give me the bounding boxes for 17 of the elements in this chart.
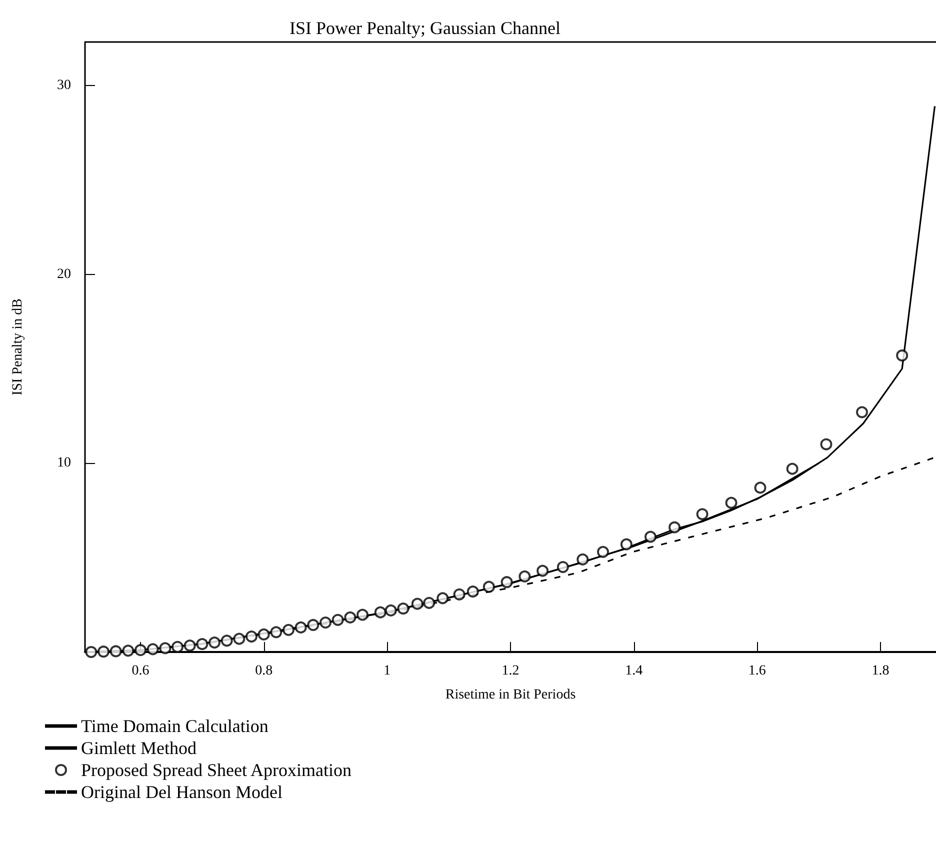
legend-label: Gimlett Method xyxy=(81,738,196,758)
x-tick-label: 0.8 xyxy=(255,664,273,678)
legend-label: Time Domain Calculation xyxy=(81,716,268,736)
x-axis-title: Risetime in Bit Periods xyxy=(445,688,576,702)
x-tick-label: 1 xyxy=(384,664,391,678)
legend-label: Proposed Spread Sheet Aproximation xyxy=(81,760,352,780)
x-tick-label: 1.6 xyxy=(748,664,766,678)
legend-label: Original Del Hanson Model xyxy=(81,782,282,802)
y-tick-label: 20 xyxy=(57,266,71,282)
x-tick-label: 1.2 xyxy=(502,664,520,678)
x-tick-label: 0.6 xyxy=(132,664,150,678)
x-tick-label: 1.8 xyxy=(872,664,890,678)
chart-title: ISI Power Penalty; Gaussian Channel xyxy=(290,18,560,38)
y-tick-label: 10 xyxy=(57,456,71,471)
y-axis-title: ISI Penalty in dB xyxy=(10,298,26,396)
x-tick-label: 1.4 xyxy=(625,664,643,678)
y-tick-label: 30 xyxy=(57,78,71,93)
